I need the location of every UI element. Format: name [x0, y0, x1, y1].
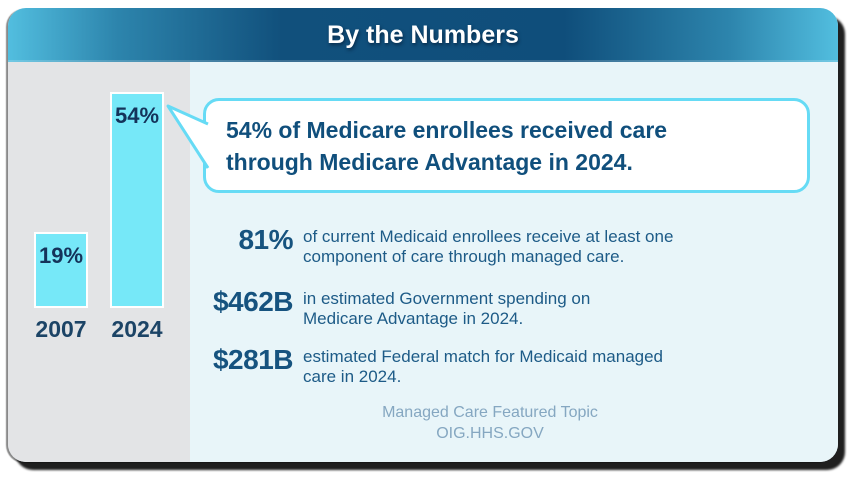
footer-site: OIG.HHS.GOV	[436, 425, 544, 442]
bar-group-2024: 54% 2024	[110, 92, 164, 342]
chart-panel: 19% 2007 54% 2024	[8, 62, 190, 462]
footer-topic: Managed Care Featured Topic	[382, 404, 598, 421]
stat-description: of current Medicaid enrollees receive at…	[303, 227, 674, 266]
footer-attribution: Managed Care Featured Topic OIG.HHS.GOV	[190, 402, 790, 444]
bar-group-2007: 19% 2007	[34, 232, 88, 342]
stat-description: in estimated Government spending on Medi…	[303, 289, 591, 328]
stat-value: 81%	[238, 224, 293, 255]
stat-row-medicaid-managed-care: 81% of current Medicaid enrollees receiv…	[193, 226, 793, 267]
callout-text-line-2: through Medicare Advantage in 2024.	[226, 149, 633, 175]
stat-value: $281B	[212, 344, 294, 375]
callout-bubble: 54% of Medicare enrollees received care …	[203, 98, 810, 193]
stat-value: $462B	[212, 286, 294, 317]
page-title: By the Numbers	[327, 20, 519, 49]
header-banner: By the Numbers	[8, 8, 838, 62]
callout-text-line-1: 54% of Medicare enrollees received care	[226, 117, 668, 143]
bar-chart: 19% 2007 54% 2024	[34, 92, 164, 342]
by-the-numbers-card: By the Numbers 19% 2007 54% 2024	[8, 8, 838, 462]
stat-row-government-spending: $462B in estimated Government spending o…	[193, 288, 793, 329]
x-axis-label-2024: 2024	[111, 316, 163, 342]
x-axis-label-2007: 2007	[35, 316, 87, 342]
stat-row-federal-match: $281B estimated Federal match for Medica…	[193, 346, 793, 387]
callout-tail	[166, 104, 210, 169]
bar-value-label: 54%	[114, 103, 160, 128]
bar-value-label: 19%	[38, 243, 84, 268]
bar-2024: 54%	[110, 92, 164, 308]
stat-description: estimated Federal match for Medicaid man…	[303, 347, 664, 386]
bar-2007: 19%	[34, 232, 88, 308]
